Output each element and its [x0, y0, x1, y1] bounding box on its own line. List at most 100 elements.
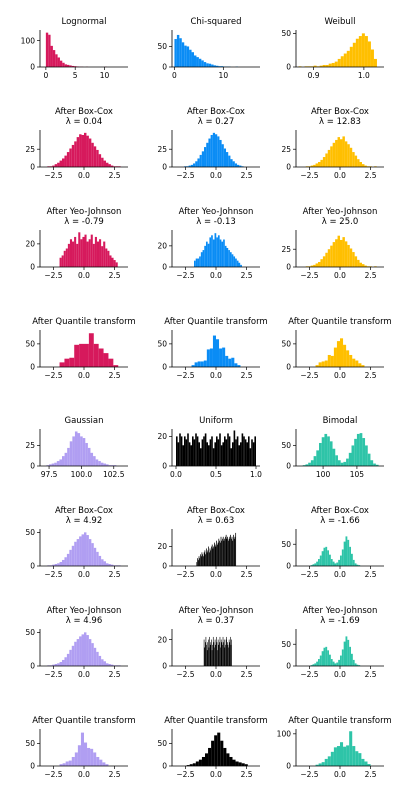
histogram-bar	[310, 265, 314, 267]
x-tick-label: 0.0	[334, 271, 346, 280]
histogram-bar	[240, 264, 242, 267]
x-tick-label: 0.0	[210, 570, 222, 579]
histogram-bar	[93, 146, 97, 167]
panel-title: After Yeo-Johnson λ = 4.96	[47, 606, 122, 626]
histogram-bar	[71, 144, 75, 167]
histogram-bar	[79, 134, 82, 167]
y-tick-label: 0	[162, 263, 167, 272]
histogram-bar	[318, 362, 322, 367]
histogram-bar	[356, 564, 359, 566]
histogram-bar	[208, 639, 209, 666]
histogram-bar	[325, 153, 328, 167]
histogram-bar	[333, 747, 337, 766]
histogram-bars	[203, 636, 232, 666]
panel-title: Lognormal	[62, 17, 107, 27]
histogram-bar	[194, 260, 196, 267]
histogram-panel-12: After Quantile transform −2.5 0.0 2.5 0 50	[281, 317, 391, 380]
histogram-bar	[332, 661, 335, 666]
histogram-bar	[239, 165, 242, 167]
y-tick-label: 50	[281, 29, 291, 38]
histogram-bar	[96, 651, 99, 666]
histogram-panel-20: After Yeo-Johnson λ = 0.37 −2.5 0.0 2.5 0 20	[157, 606, 260, 679]
histogram-bars	[174, 34, 238, 67]
histogram-bar	[66, 64, 70, 67]
histogram-bar	[201, 60, 204, 67]
histogram-bar	[212, 636, 214, 666]
panel-title: After Yeo-Johnson λ = -0.79	[47, 207, 122, 227]
histogram-bars	[47, 632, 121, 666]
histogram-panel-2: Chi-squared 0 10 0 50	[157, 17, 260, 80]
y-tick-label: 50	[281, 340, 291, 349]
x-tick-label: −2.5	[300, 570, 318, 579]
x-tick-label: −2.5	[176, 171, 194, 180]
histogram-bar	[198, 556, 200, 566]
histogram-bar	[351, 553, 353, 566]
histogram-bar	[71, 756, 75, 766]
histogram-bar	[206, 552, 208, 566]
histogram-bars	[315, 338, 365, 367]
histogram-bar	[206, 650, 208, 666]
histogram-bar	[248, 436, 250, 466]
histogram-bar	[359, 262, 362, 267]
histogram-bar	[106, 464, 109, 466]
y-tick-label: 50	[281, 540, 291, 549]
histogram-bar	[228, 436, 231, 466]
histogram-bar	[217, 542, 219, 566]
histogram-bar	[59, 459, 62, 466]
x-tick-label: 0	[172, 71, 177, 80]
histogram-bar	[213, 65, 216, 67]
histogram-bar	[318, 162, 321, 167]
histogram-bar	[198, 58, 202, 67]
histogram-bar	[343, 746, 347, 766]
histogram-bar	[99, 759, 103, 766]
histogram-bar	[331, 62, 335, 67]
histogram-bar	[204, 550, 206, 566]
histogram-bar	[216, 436, 218, 466]
histogram-bar	[204, 647, 205, 666]
y-tick-label: 0	[30, 762, 35, 771]
histogram-bar	[64, 557, 67, 566]
histogram-bar	[110, 564, 114, 566]
histogram-bar	[219, 239, 222, 267]
histogram-bar	[202, 554, 204, 566]
histogram-bar	[205, 636, 207, 666]
histogram-bar	[373, 463, 376, 466]
x-tick-label: 0.0	[170, 470, 182, 479]
y-tick-label: 0	[30, 562, 35, 571]
histogram-bar	[216, 636, 217, 666]
histogram-bar	[205, 241, 208, 267]
x-tick-label: 2.5	[109, 570, 121, 579]
histogram-bar	[209, 439, 212, 466]
histogram-bars	[59, 333, 119, 367]
histogram-bar	[200, 554, 201, 566]
histogram-bar	[361, 365, 365, 367]
histogram-bar	[341, 549, 344, 566]
histogram-panel-7: After Yeo-Johnson λ = -0.79 −2.5 0.0 2.5 0 20	[25, 207, 128, 280]
histogram-bar	[321, 551, 324, 566]
histogram-bar	[219, 139, 222, 167]
histogram-bar	[225, 536, 226, 566]
x-tick-label: −2.5	[176, 371, 194, 380]
panel-title-line: λ = -1.69	[320, 616, 360, 626]
histogram-panel-18: After Box-Cox λ = -1.66 −2.5 0.0 2.5 0 50	[281, 506, 384, 579]
histogram-bar	[201, 151, 205, 167]
histogram-bar	[59, 661, 62, 666]
histogram-bar	[336, 341, 340, 367]
histogram-bar	[330, 245, 333, 267]
histogram-bar	[219, 642, 220, 666]
histogram-bar	[223, 540, 225, 566]
panel-title: After Box-Cox λ = 0.04	[55, 107, 113, 127]
histogram-bar	[103, 561, 106, 566]
histogram-bar	[327, 149, 331, 167]
x-tick-label: 10	[100, 71, 110, 80]
histogram-bar	[74, 752, 78, 766]
histogram-bar	[194, 362, 198, 367]
histogram-bar	[54, 563, 58, 566]
histogram-bar	[196, 57, 199, 67]
x-tick-label: 0.0	[210, 171, 222, 180]
histogram-bar	[79, 536, 82, 566]
histogram-bar	[209, 348, 213, 367]
histogram-bars	[176, 430, 256, 466]
y-tick-label: 0	[286, 462, 291, 471]
